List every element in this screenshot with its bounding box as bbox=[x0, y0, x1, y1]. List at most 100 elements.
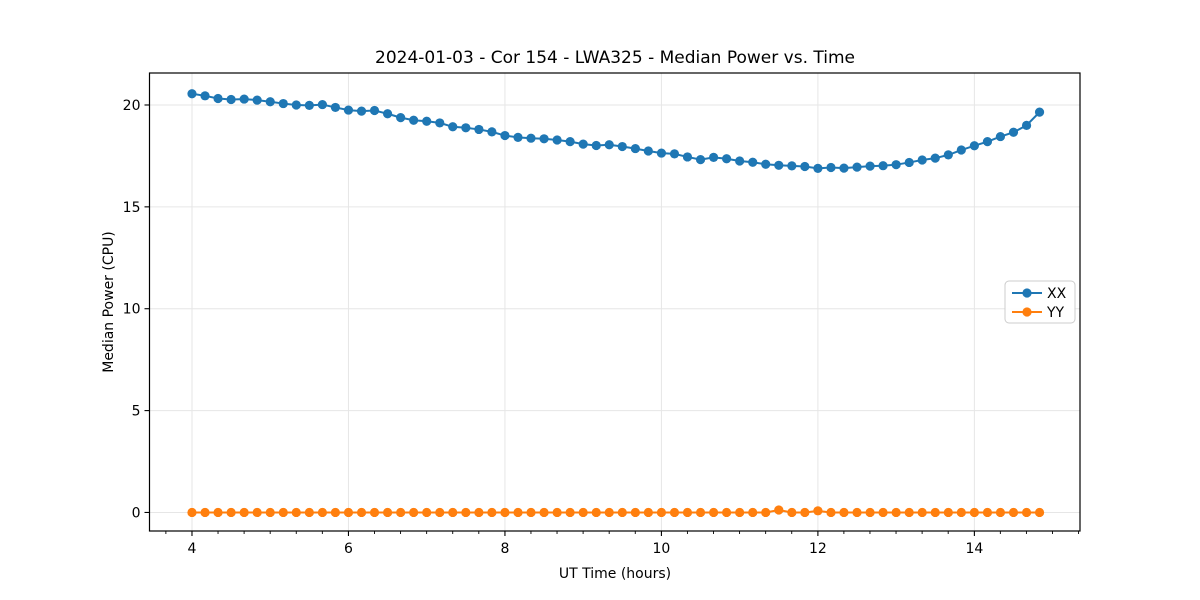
series-XX-point bbox=[526, 133, 536, 143]
series-XX-point bbox=[330, 102, 340, 113]
series-YY-point bbox=[800, 507, 810, 518]
series-XX-point bbox=[669, 149, 680, 159]
series-YY-point bbox=[930, 507, 940, 518]
series-XX-point bbox=[604, 140, 614, 150]
plot-border bbox=[148, 72, 1081, 532]
y-tick-label: 20 bbox=[123, 98, 141, 114]
series-YY-point bbox=[617, 507, 627, 518]
series-XX-point bbox=[1021, 120, 1032, 130]
series-XX-point bbox=[474, 124, 484, 135]
series-XX-point bbox=[826, 162, 836, 173]
series-YY-point bbox=[539, 507, 549, 518]
y-tick-label: 0 bbox=[132, 505, 141, 521]
x-tick-label: 12 bbox=[809, 541, 827, 557]
x-tick-label: 8 bbox=[500, 541, 509, 557]
series-XX-point bbox=[800, 161, 810, 172]
series-XX-point bbox=[200, 91, 210, 101]
tick-layer: 4 6 8 10 12 14 0 5 10 15 20 bbox=[123, 98, 1080, 557]
series-XX-point bbox=[213, 93, 223, 104]
chart-title: 2024-01-03 - Cor 154 - LWA325 - Median P… bbox=[375, 48, 855, 68]
x-tick-label: 10 bbox=[653, 541, 671, 557]
series-XX-point bbox=[630, 143, 640, 154]
series-XX-point bbox=[187, 89, 197, 99]
series-XX-point bbox=[369, 105, 380, 116]
y-tick-label: 15 bbox=[123, 200, 141, 216]
series-YY-point bbox=[565, 507, 575, 518]
series-YY-point bbox=[656, 507, 667, 518]
series-XX-point bbox=[291, 100, 301, 110]
legend-sample-marker bbox=[1022, 307, 1032, 317]
series-XX-point bbox=[304, 100, 314, 110]
series-XX-point bbox=[709, 152, 719, 162]
series-YY-point bbox=[422, 507, 432, 518]
series-YY-point bbox=[409, 507, 419, 518]
series-YY-point bbox=[578, 507, 588, 518]
series-YY-point bbox=[343, 507, 354, 518]
series-XX-point bbox=[226, 94, 236, 105]
series-YY-point bbox=[291, 507, 301, 518]
series-YY-point bbox=[382, 507, 393, 518]
series-XX-point bbox=[748, 157, 758, 167]
series-layer bbox=[187, 89, 1045, 518]
series-XX-point bbox=[956, 145, 966, 155]
series-YY-point bbox=[774, 505, 784, 515]
series-YY-point bbox=[761, 507, 771, 518]
series-YY-point bbox=[956, 507, 966, 518]
series-XX-point bbox=[787, 161, 797, 171]
series-YY-point bbox=[735, 507, 745, 518]
series-XX-point bbox=[487, 127, 497, 137]
series-XX-point bbox=[565, 137, 575, 147]
series-XX-point bbox=[461, 123, 471, 133]
series-XX-point bbox=[382, 109, 393, 119]
series-YY-point bbox=[356, 507, 367, 518]
series-YY-point bbox=[448, 507, 458, 518]
series-XX-point bbox=[761, 159, 771, 169]
series-YY-point bbox=[695, 507, 706, 518]
series-XX-point bbox=[774, 160, 784, 170]
series-YY-point bbox=[878, 507, 888, 518]
series-XX-point bbox=[839, 163, 849, 173]
series-YY-point bbox=[787, 507, 797, 518]
series-XX-point bbox=[735, 156, 745, 166]
series-XX-point bbox=[813, 163, 823, 173]
series-XX-point bbox=[422, 116, 432, 126]
series-YY-point bbox=[721, 507, 732, 518]
series-YY-point bbox=[995, 507, 1006, 518]
series-YY-point bbox=[1034, 507, 1045, 518]
series-YY-point bbox=[330, 507, 340, 518]
series-YY-point bbox=[252, 507, 262, 518]
series-XX-point bbox=[930, 153, 940, 163]
series-XX-point bbox=[878, 161, 888, 171]
series-XX-point bbox=[982, 137, 993, 147]
series-YY-point bbox=[526, 507, 536, 518]
series-XX-point bbox=[539, 134, 549, 144]
series-XX-point bbox=[265, 97, 275, 107]
series-YY-point bbox=[304, 507, 314, 518]
series-YY-point bbox=[943, 507, 953, 518]
series-YY-point bbox=[591, 507, 601, 518]
series-YY-point bbox=[852, 507, 862, 518]
series-XX-point bbox=[343, 105, 354, 115]
series-YY-point bbox=[226, 507, 236, 518]
series-XX-point bbox=[578, 139, 588, 149]
series-XX-point bbox=[656, 148, 667, 158]
series-XX-point bbox=[552, 135, 562, 145]
series-XX-point bbox=[721, 154, 732, 164]
series-XX-point bbox=[435, 118, 445, 128]
series-XX-point bbox=[1034, 107, 1045, 117]
series-XX-point bbox=[591, 140, 601, 151]
series-YY-point bbox=[239, 507, 249, 518]
series-XX-point bbox=[904, 157, 914, 168]
series-XX-point bbox=[695, 154, 706, 165]
series-YY-point bbox=[709, 507, 719, 518]
y-tick-label: 10 bbox=[123, 302, 141, 318]
series-YY-point bbox=[1008, 507, 1019, 518]
series-YY-point bbox=[369, 507, 380, 518]
series-YY-point bbox=[487, 507, 497, 518]
series-XX-point bbox=[317, 99, 328, 110]
grid-layer bbox=[149, 73, 1080, 531]
series-YY-point bbox=[265, 507, 275, 518]
series-YY-point bbox=[187, 507, 197, 518]
